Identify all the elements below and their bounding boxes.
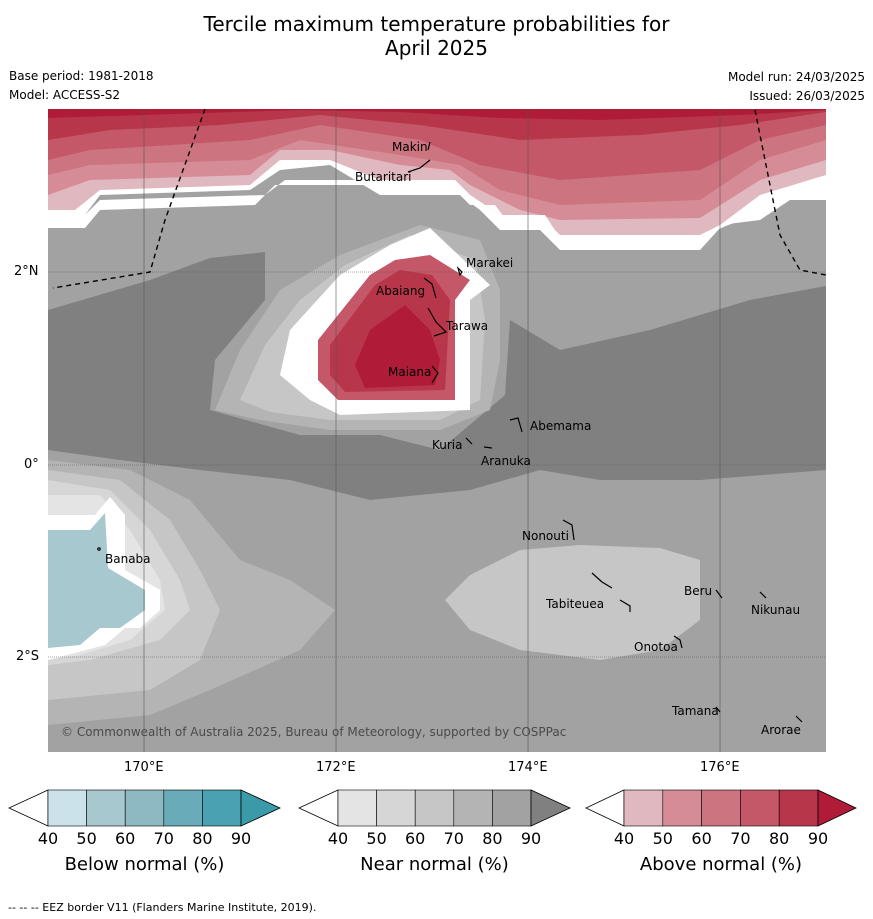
grid-lines (143, 109, 721, 752)
colorbar-tick-label: 70 (443, 829, 464, 848)
island-label-makin: Makin (392, 140, 428, 154)
title-line-2: April 2025 (385, 36, 488, 60)
eez-border (52, 108, 827, 289)
colorbar-segment (414, 789, 455, 827)
island-label-abemama: Abemama (530, 419, 591, 433)
colorbar-tick-label: 80 (192, 829, 213, 848)
colorbar-tick-label: 80 (769, 829, 790, 848)
base-period: Base period: 1981-2018 (9, 69, 154, 83)
colorbar-title: Above normal (%) (639, 854, 803, 875)
colorbar-tick-label: 60 (691, 829, 712, 848)
colorbars (8, 789, 857, 827)
footer-note: -- -- -- EEZ border V11 (Flanders Marine… (8, 901, 317, 914)
colorbar-segment (701, 789, 741, 827)
colorbar-tick-label: 70 (730, 829, 751, 848)
colorbar-high-arrow (240, 789, 281, 827)
colorbar-segment (740, 789, 780, 827)
title-line-1: Tercile maximum temperature probabilitie… (203, 12, 670, 36)
colorbar-low-arrow (298, 789, 339, 827)
lon-label-172: 172°E (316, 760, 356, 775)
colorbar-title: Below normal (%) (64, 854, 225, 875)
colorbar-tick-label: 40 (613, 829, 635, 848)
colorbar-tick-label: 90 (230, 829, 252, 848)
copyright-text: © Commonwealth of Australia 2025, Bureau… (61, 725, 566, 739)
colorbar-segment (86, 789, 126, 827)
island-label-kuria: Kuria (432, 438, 463, 452)
colorbar-segment (47, 789, 87, 827)
map-fill-layers (48, 109, 826, 752)
lon-label-174: 174°E (508, 760, 548, 775)
colorbar-tick-label: 60 (405, 829, 426, 848)
lat-label-2s: 2°S (16, 649, 40, 664)
colorbar-segment (623, 789, 664, 827)
colorbar-segment (453, 789, 493, 827)
colorbar-tick-label: 40 (37, 829, 59, 848)
colorbar-segment (778, 789, 819, 827)
colorbar-segment (163, 789, 203, 827)
island-outlines (97, 141, 803, 723)
island-label-maiana: Maiana (388, 365, 431, 379)
island-label-beru: Beru (684, 584, 712, 598)
island-label-nonouti: Nonouti (522, 529, 569, 543)
island-label-abaiang: Abaiang (376, 284, 425, 298)
colorbar-segment (376, 789, 416, 827)
island-labels: Makin Butaritari Marakei Abaiang Tarawa … (61, 140, 801, 739)
colorbar-tick-label: 50 (366, 829, 387, 848)
lat-label-0: 0° (24, 457, 39, 472)
lon-label-176: 176°E (700, 760, 740, 775)
colorbar-tick-label: 50 (652, 829, 673, 848)
island-label-butaritari: Butaritari (355, 170, 412, 184)
colorbar-tick-label: 90 (807, 829, 829, 848)
model-run: Model run: 24/03/2025 (727, 70, 865, 84)
colorbar-tick-label: 90 (520, 829, 542, 848)
island-label-arorae: Arorae (761, 723, 801, 737)
colorbar-tick-label: 60 (115, 829, 136, 848)
island-label-tamana: Tamana (671, 704, 719, 718)
colorbar-low-arrow (585, 789, 625, 827)
colorbar-segment (662, 789, 702, 827)
colorbar-tick-label: 40 (327, 829, 349, 848)
model-name: Model: ACCESS-S2 (9, 88, 121, 102)
colorbar-segment (492, 789, 532, 827)
colorbar-high-arrow (530, 789, 571, 827)
island-label-marakei: Marakei (466, 256, 513, 270)
lat-lines (48, 271, 826, 658)
issued-date: Issued: 26/03/2025 (749, 89, 865, 103)
island-label-tarawa: Tarawa (445, 319, 488, 333)
lon-label-170: 170°E (124, 760, 164, 775)
colorbar-segment (337, 789, 377, 827)
colorbar-tick-label: 70 (153, 829, 174, 848)
island-label-aranuka: Aranuka (481, 454, 531, 468)
colorbar-low-arrow (8, 789, 49, 827)
island-label-banaba: Banaba (105, 552, 151, 566)
lat-label-2n: 2°N (14, 264, 39, 279)
colorbar-title: Near normal (%) (360, 854, 509, 875)
colorbar-high-arrow (817, 789, 857, 827)
colorbar-tick-label: 80 (482, 829, 503, 848)
colorbar-segment (202, 789, 242, 827)
colorbar-tick-label: 50 (76, 829, 97, 848)
island-label-nikunau: Nikunau (751, 603, 800, 617)
colorbar-segment (124, 789, 165, 827)
island-label-tabiteuea: Tabiteuea (545, 597, 604, 611)
island-label-onotoa: Onotoa (634, 640, 678, 654)
